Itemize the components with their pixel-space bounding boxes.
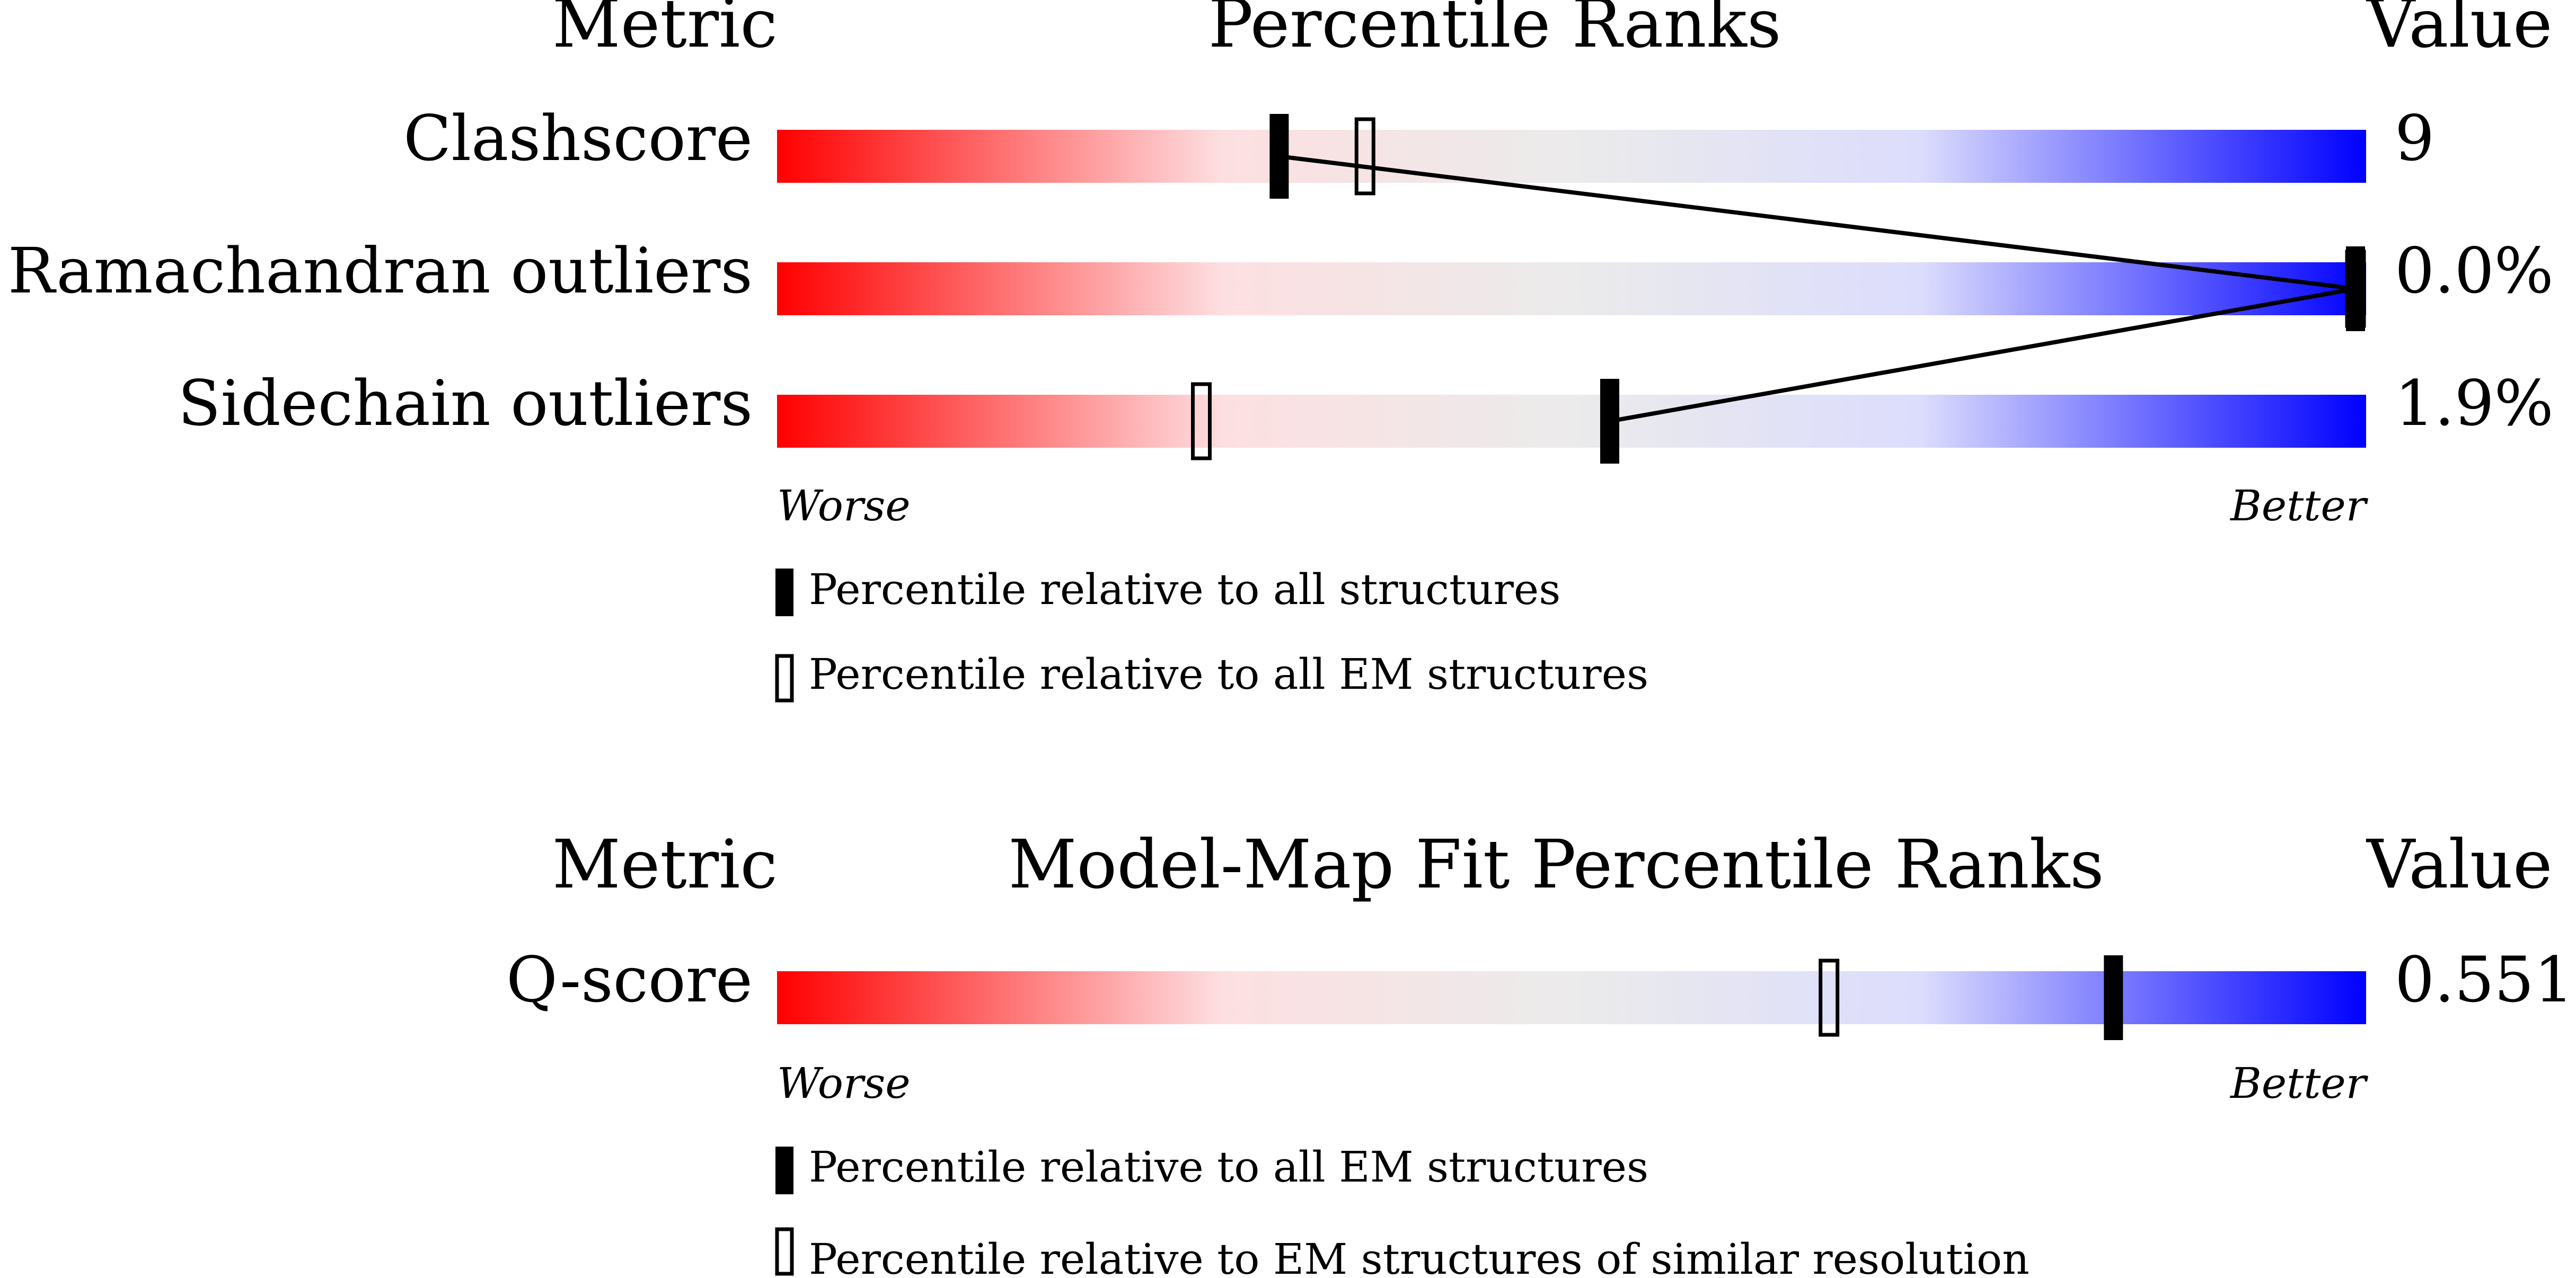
axis-label-better: Better — [2229, 481, 2369, 530]
legend-filled-swatch — [775, 1147, 793, 1194]
axis-label-better: Better — [2229, 1059, 2369, 1108]
metric-label: Clashscore — [403, 102, 753, 175]
open-percentile-marker — [1354, 117, 1375, 196]
legend-open-label: Percentile relative to EM structures of … — [809, 1235, 2030, 1278]
header-title: Percentile Ranks — [1208, 0, 1781, 63]
percentile-bar — [777, 130, 2366, 183]
open-percentile-marker — [1819, 958, 1840, 1037]
header-title: Model-Map Fit Percentile Ranks — [1008, 826, 2104, 903]
legend: Percentile relative to all EM structures… — [775, 1142, 2030, 1278]
legend: Percentile relative to all structures Pe… — [775, 565, 1648, 703]
header-metric: Metric — [552, 0, 778, 63]
header-value: Value — [2366, 0, 2553, 63]
chart-model-map-fit: Metric Model-Map Fit Percentile Ranks Va… — [506, 826, 2574, 1278]
legend-open-swatch — [775, 654, 794, 703]
header-metric: Metric — [552, 826, 778, 903]
percentile-bar — [777, 262, 2366, 315]
value-label: 1.9% — [2395, 367, 2554, 440]
legend-filled-swatch — [775, 569, 793, 616]
percentile-markers — [1190, 114, 2366, 1040]
legend-open-label: Percentile relative to all EM structures — [809, 650, 1648, 699]
connector-line — [1609, 287, 2356, 423]
value-label: 0.551 — [2395, 943, 2574, 1016]
legend-filled-label: Percentile relative to all structures — [809, 565, 1560, 614]
legend-filled-label: Percentile relative to all EM structures — [809, 1142, 1648, 1192]
filled-percentile-marker — [2104, 955, 2123, 1040]
axis-label-worse: Worse — [777, 1059, 911, 1108]
metric-label: Sidechain outliers — [178, 367, 753, 440]
legend-open-swatch — [775, 1227, 794, 1276]
percentile-bar — [777, 971, 2366, 1024]
axis-label-worse: Worse — [777, 481, 911, 530]
percentile-bar — [777, 395, 2366, 448]
metric-label: Ramachandran outliers — [8, 234, 753, 307]
header-value: Value — [2366, 826, 2553, 903]
open-percentile-marker — [1190, 382, 1212, 460]
chart-geometry-validation: Metric Percentile Ranks Value Clashscore… — [8, 0, 2554, 703]
connector-line — [1278, 154, 2356, 291]
metric-label: Q-score — [506, 943, 753, 1016]
value-label: 9 — [2395, 102, 2434, 175]
value-label: 0.0% — [2395, 234, 2554, 307]
